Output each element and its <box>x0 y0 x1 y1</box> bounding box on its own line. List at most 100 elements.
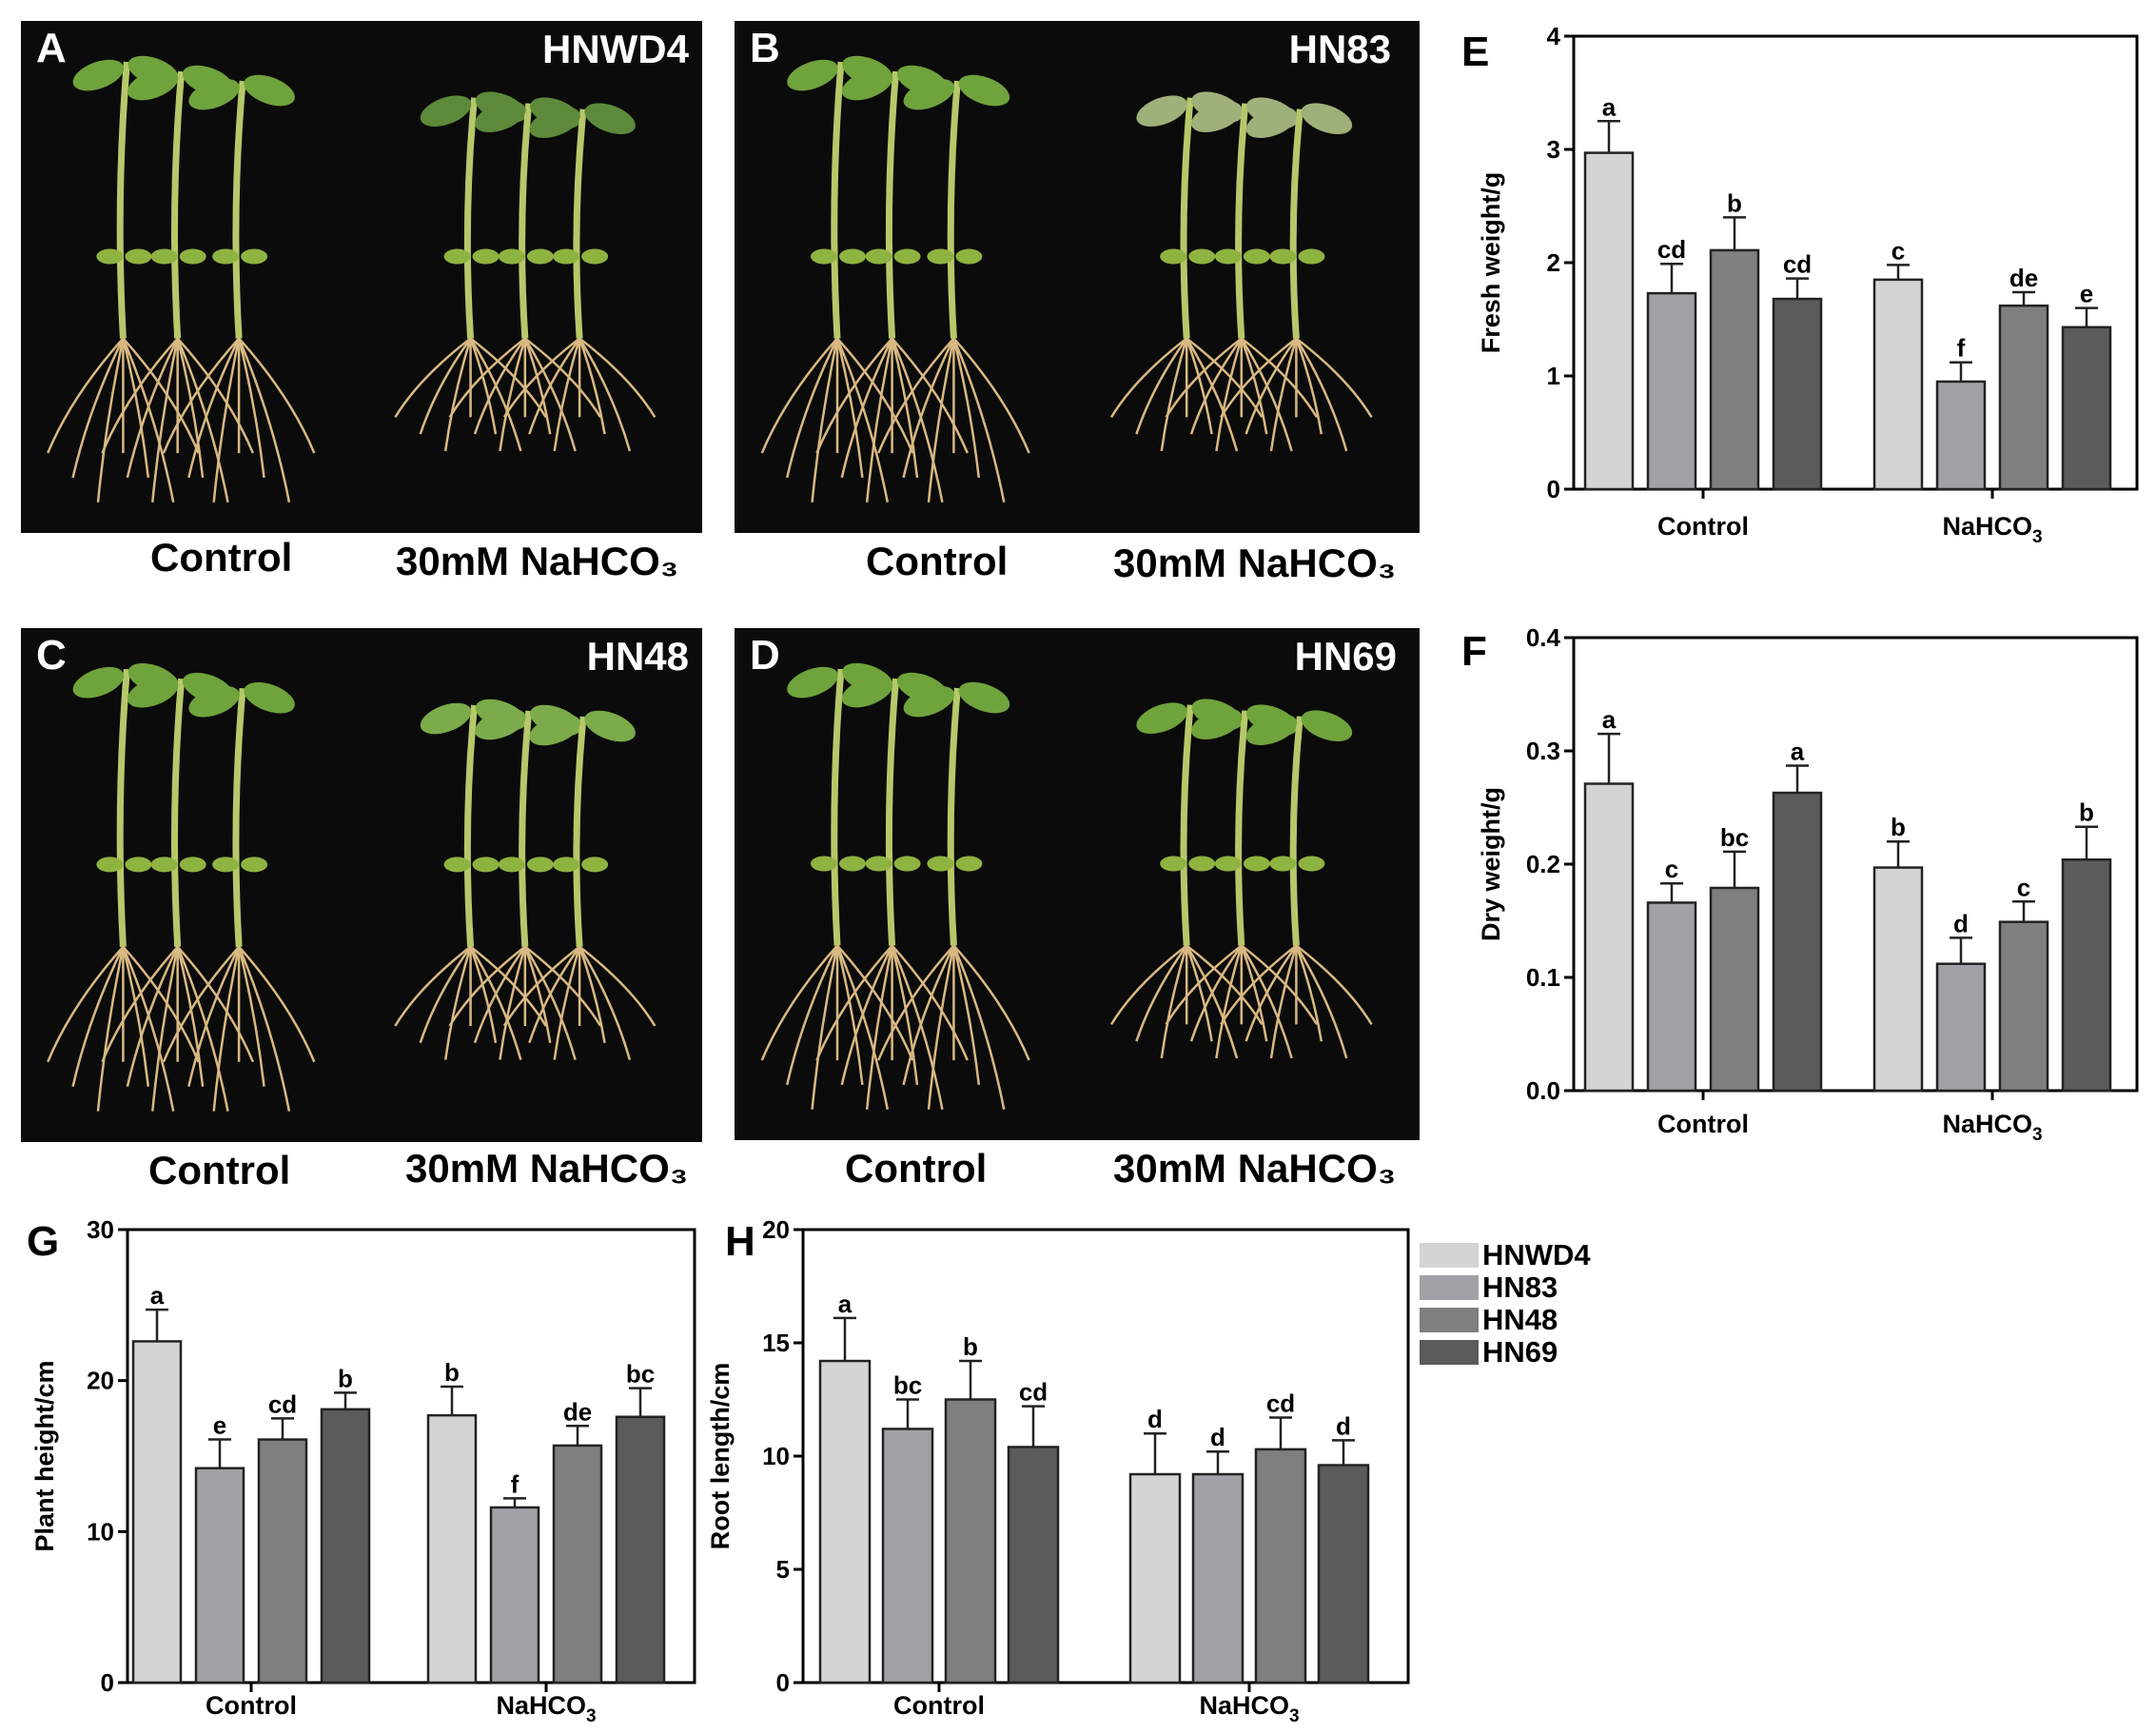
bar <box>552 1444 603 1685</box>
seedling-root <box>902 338 955 479</box>
legend-item: HN48 <box>1420 1304 1591 1336</box>
seedling-cotyledon <box>839 248 866 265</box>
seedling-root <box>187 338 241 479</box>
seedling-cotyledon <box>927 248 954 265</box>
seedling-root <box>1189 337 1243 435</box>
seedling-root <box>473 946 526 1044</box>
chart-letter-h: H <box>725 1218 755 1265</box>
seedling-cotyledon <box>125 248 152 265</box>
seedling-cotyledon <box>865 856 892 872</box>
y-axis-label: Dry weight/g <box>1477 787 1505 941</box>
y-tick-label: 3 <box>1547 135 1560 164</box>
seedling-root <box>101 945 179 1063</box>
seedling-root <box>1220 944 1298 1026</box>
seedling-root <box>443 946 472 1060</box>
seedling-root <box>785 338 839 479</box>
seedling-root <box>96 338 125 502</box>
seedling-cotyledon <box>150 857 178 873</box>
bar <box>131 1340 183 1685</box>
significance-letter: b <box>444 1358 460 1387</box>
seedling-leaf <box>1301 103 1353 134</box>
x-category-label: NaHCO3 <box>1942 512 2042 547</box>
seedling-root <box>122 946 175 1112</box>
seedling-cotyledon <box>1214 856 1242 872</box>
seedling-root <box>1269 338 1298 452</box>
chart-letter-e: E <box>1461 29 1490 75</box>
x-category-label: Control <box>893 1691 985 1720</box>
y-tick-label: 0.4 <box>1526 623 1561 652</box>
seedling-stem <box>463 704 479 948</box>
seedling-cotyledon <box>1269 856 1297 872</box>
seedling-root <box>1160 945 1188 1059</box>
seedling-root <box>238 337 316 454</box>
y-tick-label: 0.3 <box>1526 737 1560 765</box>
legend-label: HN69 <box>1482 1335 1558 1369</box>
caption-treatment: 30mM NaHCO₃ <box>405 1146 689 1191</box>
seedling-leaf <box>958 74 1010 107</box>
significance-letter: d <box>1953 909 1969 937</box>
seedling-root <box>1109 337 1187 419</box>
seedling-root <box>499 338 527 452</box>
seedling-root <box>835 338 890 502</box>
significance-letter: bc <box>1720 823 1749 852</box>
seedling-leaf <box>841 676 893 708</box>
seedling-leaf <box>584 710 636 742</box>
seedling-root <box>891 338 944 502</box>
seedling-root <box>952 338 981 479</box>
bar <box>615 1415 666 1685</box>
y-tick-label: 0 <box>776 1668 790 1697</box>
seedling-cotyledon <box>893 248 921 265</box>
seedling-root <box>1160 338 1188 452</box>
seedling-cotyledon <box>1269 248 1297 265</box>
seedling-root <box>835 338 864 479</box>
seedling-stem <box>519 710 533 948</box>
significance-letter: a <box>1602 92 1617 121</box>
seedling-root <box>237 946 291 1112</box>
seedling-leaf <box>244 681 295 714</box>
seedling-root <box>578 946 632 1060</box>
seedling-root <box>443 338 472 452</box>
seedling-root <box>448 945 526 1027</box>
seedling-root <box>122 338 150 479</box>
legend-label: HN48 <box>1482 1303 1558 1336</box>
y-tick-label: 20 <box>87 1367 114 1395</box>
seedling-cotyledon <box>472 857 500 873</box>
seedling-cotyledon <box>526 857 554 873</box>
seedling-root <box>419 946 472 1044</box>
seedling-root <box>469 338 498 435</box>
seedling-root <box>1269 945 1298 1059</box>
seedling-leaf <box>1136 702 1187 734</box>
seedling-root <box>122 338 175 502</box>
seedling-cotyledon <box>1298 856 1325 872</box>
significance-letter: d <box>1210 1423 1225 1451</box>
significance-letter: a <box>1602 705 1617 734</box>
significance-letter: a <box>150 1281 165 1310</box>
seedling-cotyledon <box>179 857 206 873</box>
seedling-root <box>927 338 955 502</box>
x-category-label: NaHCO3 <box>496 1691 596 1726</box>
seedling-stem <box>831 61 845 339</box>
y-tick-label: 20 <box>762 1215 790 1244</box>
x-category-label: NaHCO3 <box>1942 1110 2042 1145</box>
seedling-leaf <box>420 95 472 127</box>
bar <box>1007 1446 1060 1685</box>
significance-letter: a <box>1791 737 1805 765</box>
x-category-label: Control <box>206 1691 297 1720</box>
seedling-root <box>902 945 955 1086</box>
significance-letter: b <box>1727 188 1742 217</box>
seedling-root <box>1295 945 1323 1042</box>
legend-item: HN83 <box>1420 1271 1591 1304</box>
bar <box>944 1398 997 1685</box>
seedling-cotyledon <box>96 857 124 873</box>
photo-panel-d: D HN69 <box>735 628 1420 1140</box>
seedling-cotyledon <box>212 857 240 873</box>
seedling-leaf <box>903 685 955 718</box>
y-axis-label: Fresh weight/g <box>1477 172 1505 354</box>
seedling-leaf <box>475 101 526 132</box>
seedling-root <box>96 946 125 1112</box>
seedling-cotyledon <box>443 857 471 873</box>
seedling-stem <box>573 108 587 339</box>
seedling-leaf <box>529 107 580 138</box>
seedling-root <box>811 945 839 1110</box>
seedling-cotyledon <box>955 248 983 265</box>
